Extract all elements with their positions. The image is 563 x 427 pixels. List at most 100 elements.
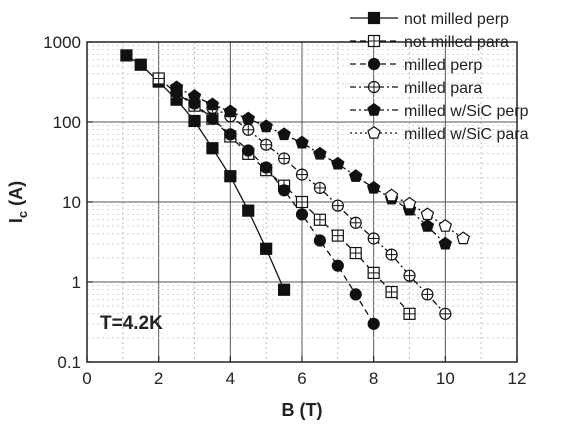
- x-tick-label: 4: [226, 369, 235, 388]
- data-point-milled-perp-shape: [224, 128, 237, 141]
- data-point-milled-w-sic-perp: [277, 127, 291, 141]
- data-point-milled-w-sic-perp-shape: [295, 135, 309, 149]
- legend-item-not-milled-para: not milled para: [350, 34, 509, 51]
- y-axis-title: Ic (A): [6, 181, 30, 223]
- data-point-milled-w-sic-perp-shape: [366, 180, 381, 194]
- data-point-not-milled-perp-shape: [120, 49, 133, 62]
- data-point-not-milled-para: [403, 307, 416, 320]
- legend-item-milled-para: milled para: [350, 80, 482, 97]
- legend-marker-not-milled-para: [367, 34, 381, 48]
- data-point-not-milled-para: [349, 246, 362, 260]
- data-point-milled-perp: [277, 184, 291, 197]
- legend-marker-not-milled-perp: [367, 11, 381, 25]
- data-point-not-milled-perp: [206, 142, 219, 155]
- data-point-milled-perp-shape: [206, 112, 219, 125]
- data-point-milled-para: [403, 269, 416, 282]
- data-point-milled-w-sic-para-shape: [420, 207, 435, 221]
- legend-item-not-milled-perp: not milled perp: [350, 11, 509, 28]
- legend-label-not-milled-para: not milled para: [404, 34, 509, 51]
- data-point-milled-perp-shape: [242, 144, 255, 157]
- data-point-milled-w-sic-para: [384, 188, 399, 202]
- data-point-milled-perp-shape: [331, 259, 344, 272]
- data-point-not-milled-perp: [260, 242, 273, 255]
- legend-marker-milled-perp: [367, 57, 381, 71]
- series-milled-perp: [170, 86, 380, 330]
- data-point-not-milled-perp: [188, 114, 201, 128]
- data-point-milled-w-sic-perp: [438, 236, 453, 250]
- legend-marker-milled-w-sic-perp-shape: [367, 102, 381, 116]
- legend-label-milled-w-sic-para: milled w/SiC para: [404, 126, 529, 143]
- data-point-milled-w-sic-perp: [313, 146, 327, 160]
- data-point-milled-w-sic-perp: [205, 97, 220, 111]
- series-layer: [120, 49, 471, 330]
- y-axis-title-main: I: [6, 218, 26, 223]
- data-point-milled-perp-shape: [260, 161, 273, 174]
- data-point-milled-para: [349, 216, 362, 229]
- x-tick-label: 12: [508, 369, 527, 388]
- y-axis-title-subscript: c: [15, 211, 30, 218]
- data-point-not-milled-para: [295, 195, 309, 209]
- data-point-not-milled-perp-shape: [188, 114, 201, 128]
- data-point-milled-perp: [331, 259, 344, 272]
- data-point-milled-perp: [349, 288, 362, 301]
- data-point-milled-w-sic-para-shape: [438, 219, 453, 232]
- data-point-milled-perp: [313, 234, 327, 247]
- data-point-milled-para: [421, 288, 434, 301]
- y-axis-ticks: 0.1 1 10 100 1000: [43, 33, 93, 372]
- data-point-not-milled-para: [313, 213, 327, 226]
- data-point-milled-w-sic-para: [438, 219, 453, 232]
- data-point-not-milled-para: [152, 72, 165, 85]
- legend-label-milled-para: milled para: [404, 80, 482, 97]
- data-point-milled-para: [242, 123, 255, 136]
- y-axis-title-unit: (A): [6, 181, 26, 211]
- data-point-not-milled-perp: [120, 49, 133, 62]
- data-point-milled-w-sic-para: [402, 196, 417, 210]
- data-point-milled-perp: [206, 112, 219, 125]
- data-point-milled-w-sic-para-shape: [384, 188, 399, 202]
- data-point-milled-w-sic-perp-shape: [438, 236, 453, 250]
- legend-marker-milled-w-sic-perp: [367, 102, 381, 116]
- data-point-milled-w-sic-perp-shape: [241, 111, 256, 125]
- data-point-milled-w-sic-perp-shape: [259, 119, 273, 133]
- data-point-milled-perp-shape: [367, 317, 380, 330]
- data-point-milled-w-sic-perp-shape: [420, 219, 435, 232]
- data-point-not-milled-perp: [277, 283, 291, 296]
- legend-item-milled-perp: milled perp: [350, 57, 482, 74]
- data-point-milled-w-sic-perp-shape: [348, 169, 363, 182]
- data-point-milled-w-sic-perp: [348, 169, 363, 182]
- data-point-not-milled-perp-shape: [277, 283, 291, 296]
- legend-label-milled-w-sic-perp: milled w/SiC perp: [404, 103, 529, 120]
- x-tick-label: 2: [154, 369, 163, 388]
- data-point-milled-perp-shape: [313, 234, 327, 247]
- y-tick-label: 0.1: [57, 353, 81, 372]
- legend-marker-milled-para: [367, 80, 381, 94]
- data-point-milled-w-sic-perp: [420, 219, 435, 232]
- data-point-not-milled-para: [385, 285, 398, 299]
- data-point-milled-w-sic-perp-shape: [205, 97, 220, 111]
- x-tick-label: 8: [369, 369, 378, 388]
- data-point-milled-para: [367, 232, 380, 245]
- data-point-milled-w-sic-para: [420, 207, 435, 221]
- data-point-milled-perp-shape: [295, 208, 309, 221]
- data-point-milled-w-sic-perp: [295, 135, 309, 149]
- series-line-milled-w-sic-perp: [176, 86, 446, 245]
- data-point-milled-w-sic-perp: [169, 80, 184, 94]
- data-point-milled-w-sic-perp-shape: [277, 127, 291, 141]
- data-point-milled-para: [385, 248, 398, 261]
- legend: not milled perp not milled para milled per…: [350, 11, 529, 143]
- data-point-milled-perp-shape: [277, 184, 291, 197]
- data-point-not-milled-perp-shape: [134, 58, 147, 71]
- data-point-milled-w-sic-perp-shape: [223, 104, 237, 118]
- data-point-milled-para: [313, 181, 327, 195]
- data-point-not-milled-perp: [134, 58, 147, 71]
- data-point-milled-w-sic-perp-shape: [187, 89, 202, 102]
- data-point-milled-w-sic-perp-shape: [331, 156, 345, 170]
- series-line-not-milled-perp: [126, 54, 285, 291]
- x-axis-title: B (T): [282, 400, 323, 420]
- data-point-not-milled-perp: [224, 170, 237, 183]
- data-point-milled-w-sic-perp: [259, 119, 273, 133]
- data-point-not-milled-para: [331, 229, 344, 242]
- data-point-not-milled-perp-shape: [224, 170, 237, 183]
- data-point-milled-para: [277, 152, 291, 165]
- data-point-milled-perp: [242, 144, 255, 157]
